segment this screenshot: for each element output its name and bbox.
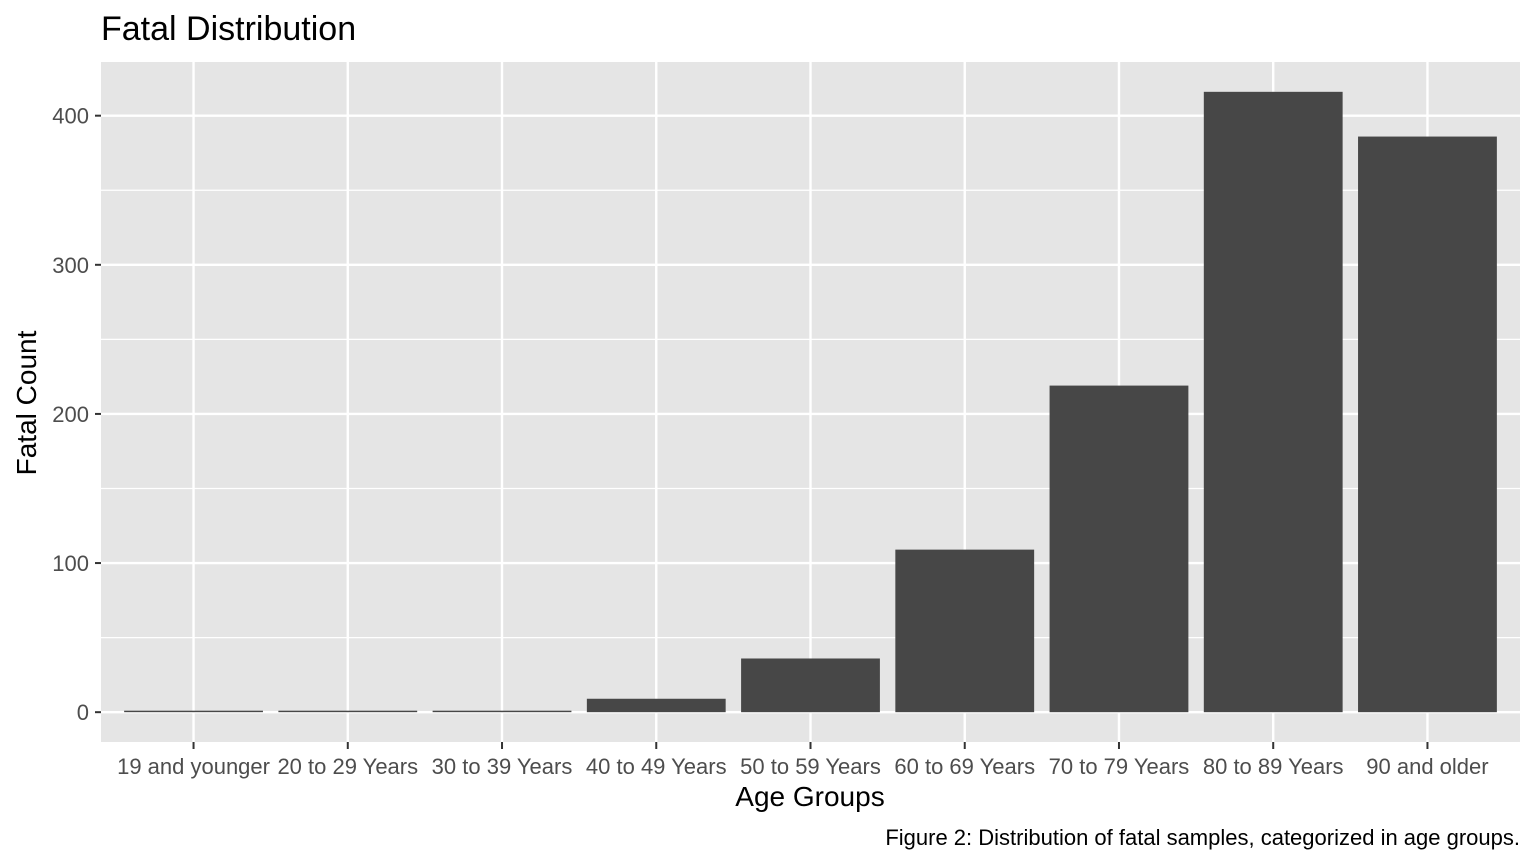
y-tick-label: 200 [52, 402, 89, 427]
x-tick-label: 20 to 29 Years [277, 754, 418, 779]
bar [1358, 136, 1497, 713]
x-tick-label: 90 and older [1366, 754, 1488, 779]
y-axis-title: Fatal Count [11, 330, 42, 475]
y-tick-label: 100 [52, 551, 89, 576]
chart-title: Fatal Distribution [101, 10, 356, 48]
x-tick-label: 60 to 69 Years [894, 754, 1035, 779]
figure-caption: Figure 2: Distribution of fatal samples,… [885, 825, 1520, 850]
x-tick-label: 50 to 59 Years [740, 754, 881, 779]
gridlines [101, 62, 1520, 742]
x-tick-label: 70 to 79 Years [1049, 754, 1190, 779]
bar [1049, 385, 1189, 713]
bar [895, 549, 1035, 713]
x-axis-title: Age Groups [735, 781, 884, 812]
y-axis: 0 100 200 300 400 [52, 104, 101, 725]
bars [124, 91, 1497, 713]
y-tick-label: 0 [77, 700, 89, 725]
bar [1203, 91, 1343, 713]
bar [586, 698, 726, 713]
bar [278, 710, 418, 713]
x-tick-label: 80 to 89 Years [1203, 754, 1344, 779]
bar [741, 658, 880, 713]
x-tick-label: 40 to 49 Years [586, 754, 727, 779]
bar [124, 710, 263, 713]
y-tick-label: 400 [52, 104, 89, 129]
x-tick-label: 19 and younger [117, 754, 270, 779]
bar [432, 710, 572, 713]
x-tick-label: 30 to 39 Years [432, 754, 573, 779]
x-axis: 19 and younger 20 to 29 Years 30 to 39 Yea… [117, 742, 1489, 779]
y-tick-label: 300 [52, 253, 89, 278]
